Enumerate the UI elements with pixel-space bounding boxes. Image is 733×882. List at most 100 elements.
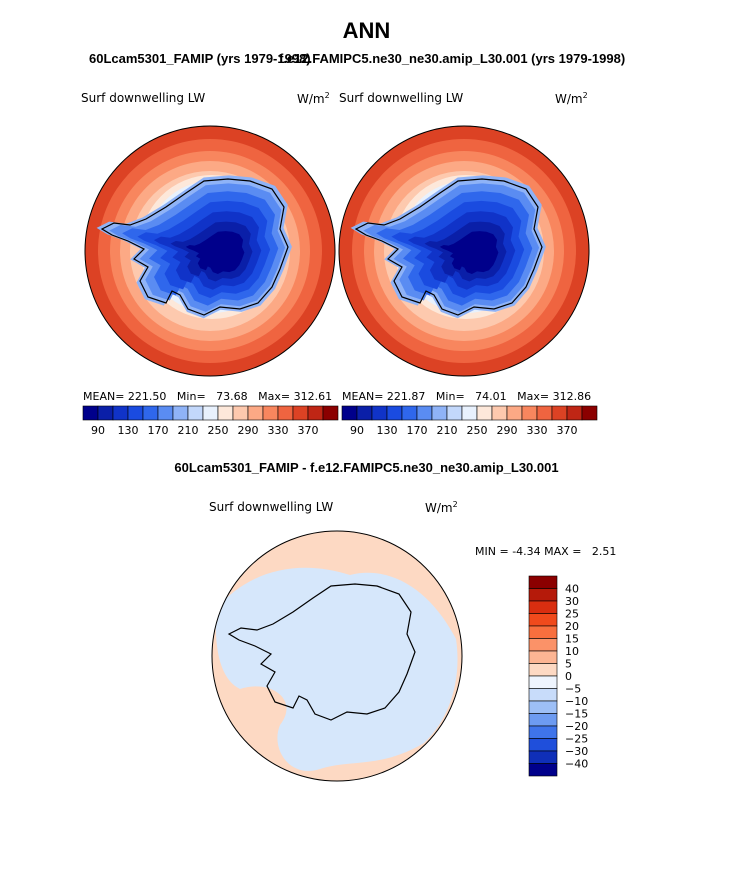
colorbar3-tick-label: 0 bbox=[565, 670, 572, 683]
panel2-stats: MEAN= 221.87 Min= 74.01 Max= 312.86 bbox=[342, 390, 591, 403]
colorbar3-tick-label: 25 bbox=[565, 608, 579, 621]
colorbar1-swatch bbox=[322, 405, 339, 421]
page-title: ANN bbox=[342, 18, 391, 43]
colorbar1-tick-label: 330 bbox=[268, 424, 289, 437]
colorbar1-tick-label: 290 bbox=[238, 424, 259, 437]
colorbar3-swatch bbox=[528, 588, 558, 602]
panel2-min-value: 74.01 bbox=[475, 390, 507, 403]
colorbar1-swatch bbox=[307, 405, 324, 421]
panel2-max-label: Max= bbox=[517, 390, 550, 403]
colorbar3-tick-label: 30 bbox=[565, 595, 579, 608]
panel3-min-label: MIN = bbox=[475, 545, 509, 558]
colorbar3-tick-label: 20 bbox=[565, 620, 579, 633]
colorbar2-tick-label: 130 bbox=[377, 424, 398, 437]
colorbar2-swatch bbox=[461, 405, 478, 421]
difference-panel-title: 60Lcam5301_FAMIP - f.e12.FAMIPC5.ne30_ne… bbox=[174, 460, 559, 475]
colorbar2-swatch bbox=[431, 405, 448, 421]
panel1-polar-map bbox=[84, 125, 336, 377]
map3-border bbox=[211, 530, 463, 782]
map2-border bbox=[338, 125, 590, 377]
colorbar1-swatch bbox=[142, 405, 159, 421]
panel2-variable-label: Surf downwelling LW bbox=[339, 91, 464, 105]
colorbar1-swatch bbox=[202, 405, 219, 421]
panel3-max-label: MAX = bbox=[544, 545, 582, 558]
colorbar2-swatch bbox=[551, 405, 568, 421]
panel3-units-base: W/m bbox=[425, 501, 453, 515]
colorbar1-tick-label: 210 bbox=[178, 424, 199, 437]
colorbar1-swatch bbox=[97, 405, 114, 421]
colorbar1-swatch bbox=[217, 405, 234, 421]
colorbar2-swatch bbox=[356, 405, 373, 421]
colorbar3-tick-label: 15 bbox=[565, 633, 579, 646]
colorbar3-swatch bbox=[528, 738, 558, 752]
right-panel-title: f.e12.FAMIPC5.ne30_ne30.amip_L30.001 (yr… bbox=[279, 51, 626, 66]
colorbar3-swatch bbox=[528, 725, 558, 739]
panel1-max-label: Max= bbox=[258, 390, 291, 403]
panel3-min-value: -4.34 bbox=[512, 545, 541, 558]
map1-ice-level-7 bbox=[185, 231, 245, 274]
colorbar1-tick-label: 90 bbox=[91, 424, 105, 437]
panel1-mean-value: 221.50 bbox=[127, 390, 167, 403]
colorbar2-swatch bbox=[566, 405, 583, 421]
colorbar3-tick-label: −15 bbox=[565, 708, 588, 721]
colorbar2-tick-label: 250 bbox=[467, 424, 488, 437]
panel1-min-value: 73.68 bbox=[216, 390, 248, 403]
colorbar1-tick-label: 130 bbox=[118, 424, 139, 437]
colorbar1-tick-label: 250 bbox=[208, 424, 229, 437]
colorbar2-swatch bbox=[476, 405, 493, 421]
colorbar2-swatch bbox=[416, 405, 433, 421]
colorbar1-swatch bbox=[292, 405, 309, 421]
colorbar2-swatch bbox=[521, 405, 538, 421]
panel2-min-label: Min= bbox=[435, 390, 465, 403]
colorbar3-swatch bbox=[528, 763, 558, 777]
panel2-units-label: W/m2 bbox=[555, 91, 588, 106]
panel3-units-exponent: 2 bbox=[452, 500, 458, 509]
panel2-colorbar: 90 130 170 210 250 290 330 370 bbox=[341, 405, 598, 437]
colorbar2-tick-label: 290 bbox=[497, 424, 518, 437]
panel1-colorbar: 90 130 170 210 250 290 330 370 bbox=[82, 405, 339, 437]
colorbar2-swatch bbox=[491, 405, 508, 421]
map1-coastline bbox=[100, 178, 289, 316]
colorbar1-swatch bbox=[187, 405, 204, 421]
colorbar3-swatch bbox=[528, 663, 558, 677]
colorbar2-tick-label: 90 bbox=[350, 424, 364, 437]
panel1-min-label: Min= bbox=[176, 390, 206, 403]
colorbar3-swatch bbox=[528, 700, 558, 714]
colorbar1-tick-label: 370 bbox=[298, 424, 319, 437]
colorbar3-swatch bbox=[528, 575, 558, 589]
colorbar2-tick-label: 210 bbox=[437, 424, 458, 437]
panel2-mean-value: 221.87 bbox=[386, 390, 426, 403]
panel3-variable-label: Surf downwelling LW bbox=[209, 500, 334, 514]
colorbar2-tick-label: 370 bbox=[557, 424, 578, 437]
panel2-units-exponent: 2 bbox=[582, 91, 588, 100]
panel2-polar-map bbox=[338, 125, 590, 377]
colorbar1-swatch bbox=[82, 405, 99, 421]
panel1-variable-label: Surf downwelling LW bbox=[81, 91, 206, 105]
map3-coastline bbox=[227, 583, 416, 721]
colorbar2-tick-label: 170 bbox=[407, 424, 428, 437]
colorbar3-tick-label: −30 bbox=[565, 745, 588, 758]
panel3-units-label: W/m2 bbox=[425, 500, 458, 515]
map3-negative-region bbox=[215, 567, 458, 771]
panel3-stats: MIN = -4.34 MAX = 2.51 bbox=[475, 545, 616, 558]
colorbar1-swatch bbox=[127, 405, 144, 421]
colorbar1-swatch bbox=[277, 405, 294, 421]
colorbar1-swatch bbox=[112, 405, 129, 421]
panel2-mean-label: MEAN= bbox=[342, 390, 384, 403]
colorbar3-tick-label: 5 bbox=[565, 658, 572, 671]
panel1-units-base: W/m bbox=[297, 92, 325, 106]
colorbar3-swatch bbox=[528, 600, 558, 614]
panel1-max-value: 312.61 bbox=[293, 390, 333, 403]
colorbar3-tick-label: −20 bbox=[565, 720, 588, 733]
map1-border bbox=[84, 125, 336, 377]
colorbar3-swatch bbox=[528, 750, 558, 764]
colorbar2-swatch bbox=[506, 405, 523, 421]
panel1-units-exponent: 2 bbox=[324, 91, 330, 100]
panel2-max-value: 312.86 bbox=[552, 390, 592, 403]
colorbar3-tick-label: −10 bbox=[565, 695, 588, 708]
colorbar2-swatch bbox=[341, 405, 358, 421]
colorbar2-swatch bbox=[401, 405, 418, 421]
panel1-stats: MEAN= 221.50 Min= 73.68 Max= 312.61 bbox=[83, 390, 332, 403]
colorbar2-swatch bbox=[386, 405, 403, 421]
colorbar3-swatch bbox=[528, 675, 558, 689]
